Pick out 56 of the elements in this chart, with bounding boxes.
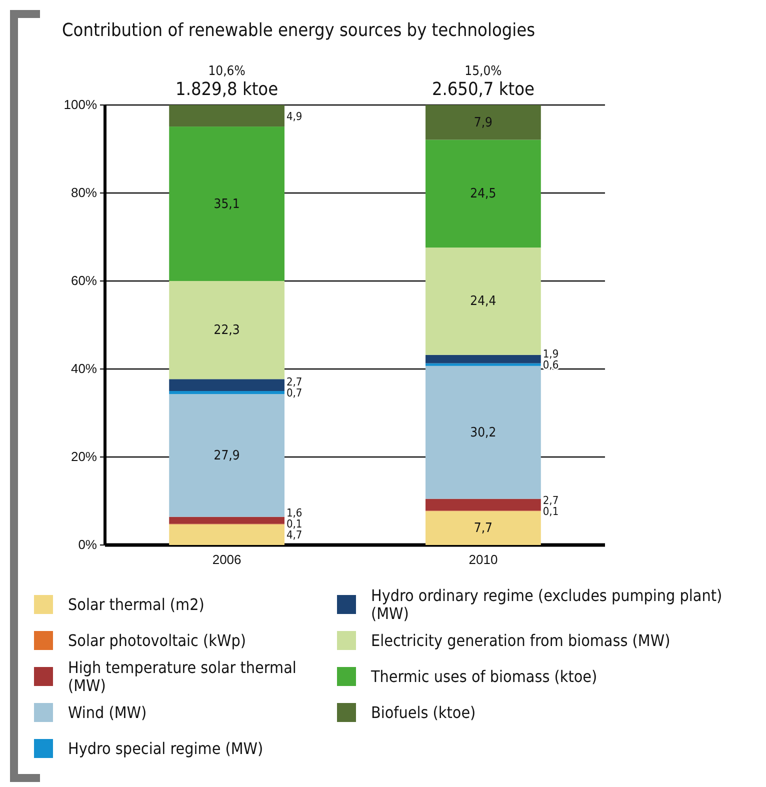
legend-label: Electricity generation from biomass (MW) — [371, 631, 670, 650]
bar — [169, 524, 284, 545]
bar — [426, 511, 541, 545]
data-label: 30,2 — [470, 425, 496, 440]
bar — [169, 126, 284, 281]
legend-label: Biofuels (ktoe) — [371, 703, 476, 722]
bar — [426, 498, 541, 511]
data-label: 0,6 — [542, 358, 559, 372]
legend-label: Solar photovoltaic (kWp) — [68, 631, 246, 650]
bar — [426, 140, 541, 248]
annotation: 15,0% — [464, 64, 502, 79]
data-label: 1,9 — [542, 348, 559, 361]
data-label: 7,7 — [474, 521, 492, 536]
bar — [426, 105, 541, 140]
legend-label: Hydro ordinary regime (excludes pumping plant) (MW) — [371, 586, 722, 623]
data-label: 27,9 — [214, 448, 240, 464]
annotation: 10,6% — [208, 64, 246, 79]
y-tick-label: 100% — [64, 97, 98, 112]
data-label: 24,5 — [470, 186, 496, 202]
y-tick-label: 20% — [70, 449, 98, 464]
legend-label: Hydro special regime (MW) — [68, 739, 264, 758]
x-tick-label: 2010 — [468, 552, 498, 568]
bar — [169, 516, 284, 524]
legend-label: Wind (MW) — [68, 703, 147, 722]
y-tick-label: 40% — [70, 361, 98, 376]
data-label: 0,7 — [286, 386, 302, 400]
data-label: 4,9 — [286, 110, 302, 123]
data-label: 35,1 — [214, 196, 240, 212]
legend-label: High temperature solar thermal (MW) — [68, 658, 296, 695]
data-label: 4,7 — [286, 528, 302, 542]
chart-title: Contribution of renewable energy sources by technologies — [62, 20, 536, 41]
data-label: 24,4 — [470, 294, 496, 310]
data-label: 22,3 — [214, 323, 240, 338]
y-tick-label: 60% — [70, 273, 98, 288]
data-label: 2,7 — [286, 376, 302, 389]
data-label: 1,6 — [286, 506, 302, 520]
data-label: 2,7 — [542, 494, 559, 507]
data-label: 7,9 — [474, 115, 492, 130]
bar — [426, 366, 541, 499]
annotation: 1.829,8 ktoe — [176, 79, 278, 100]
bar — [169, 105, 284, 127]
bar — [169, 394, 284, 517]
y-tick-label: 0% — [78, 537, 98, 552]
data-label: 0,1 — [542, 504, 559, 518]
bar — [169, 379, 284, 391]
annotation: 2.650,7 ktoe — [432, 79, 534, 100]
bar — [426, 354, 541, 364]
legend-label: Solar thermal (m2) — [68, 595, 204, 614]
bar — [169, 391, 284, 394]
bar — [169, 281, 284, 380]
bar — [426, 363, 541, 366]
x-tick-label: 2006 — [212, 552, 242, 568]
data-label: 0,1 — [286, 518, 302, 531]
y-tick-label: 80% — [70, 185, 98, 200]
legend-label: Thermic uses of biomass (ktoe) — [370, 667, 598, 686]
bar — [426, 248, 541, 355]
